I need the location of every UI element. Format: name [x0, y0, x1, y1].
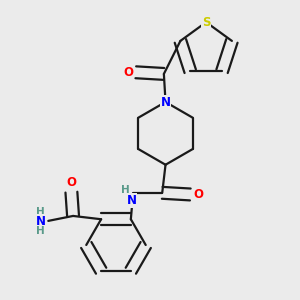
- Text: H: H: [121, 185, 130, 195]
- Text: O: O: [124, 66, 134, 79]
- Text: H: H: [36, 226, 45, 236]
- Text: N: N: [127, 194, 136, 207]
- Text: S: S: [202, 16, 210, 29]
- Text: O: O: [66, 176, 76, 189]
- Text: N: N: [160, 95, 170, 109]
- Text: H: H: [36, 207, 45, 217]
- Text: O: O: [194, 188, 204, 201]
- Text: N: N: [36, 215, 46, 228]
